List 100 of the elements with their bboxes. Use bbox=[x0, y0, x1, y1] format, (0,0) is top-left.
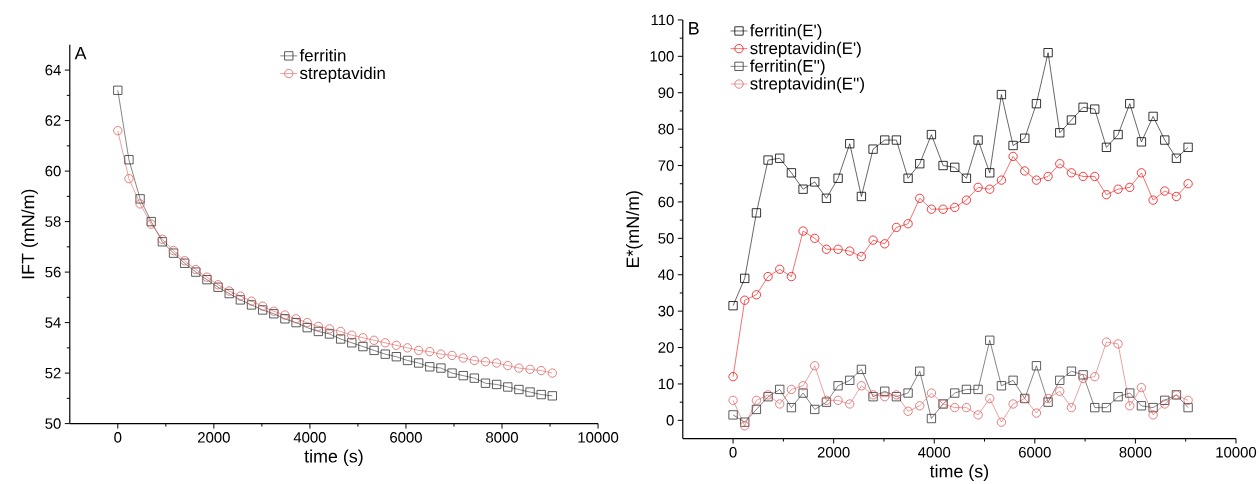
point bbox=[996, 89, 1007, 99]
point bbox=[1171, 191, 1182, 201]
point bbox=[391, 351, 401, 362]
point bbox=[763, 155, 773, 165]
point bbox=[380, 349, 390, 359]
point bbox=[1055, 158, 1065, 169]
point bbox=[246, 300, 257, 310]
y-tick-label: 100 bbox=[650, 50, 674, 62]
point bbox=[798, 226, 808, 236]
point bbox=[336, 334, 346, 344]
point bbox=[124, 173, 134, 184]
point bbox=[369, 335, 379, 345]
x-axis-title: time (s) bbox=[304, 449, 363, 466]
point bbox=[1020, 133, 1030, 143]
point bbox=[821, 193, 831, 203]
point bbox=[786, 168, 796, 178]
point bbox=[1136, 168, 1147, 178]
point bbox=[950, 388, 960, 398]
point bbox=[1101, 337, 1112, 347]
y-tick-label: 90 bbox=[658, 87, 674, 98]
point bbox=[380, 338, 390, 348]
point bbox=[336, 326, 346, 336]
point bbox=[1031, 175, 1042, 185]
point bbox=[347, 330, 357, 340]
point bbox=[880, 135, 890, 145]
x-tick-label: 2000 bbox=[198, 431, 230, 443]
point bbox=[845, 138, 855, 149]
point bbox=[514, 363, 524, 373]
point bbox=[751, 289, 761, 300]
point bbox=[425, 346, 435, 357]
point bbox=[728, 300, 738, 311]
y-tick-label: 40 bbox=[658, 269, 674, 280]
point bbox=[1148, 111, 1158, 121]
x-tick-label: 6000 bbox=[1019, 446, 1051, 458]
point bbox=[961, 384, 972, 394]
point bbox=[135, 194, 145, 204]
point bbox=[1125, 182, 1135, 192]
point bbox=[845, 375, 855, 385]
point bbox=[973, 135, 983, 145]
point bbox=[996, 381, 1007, 391]
point bbox=[891, 135, 902, 145]
point bbox=[833, 244, 843, 254]
point bbox=[414, 345, 424, 355]
point bbox=[728, 395, 738, 405]
point bbox=[1043, 393, 1053, 403]
point bbox=[324, 324, 335, 334]
point bbox=[1148, 195, 1158, 205]
y-tick-label: 62 bbox=[45, 115, 61, 126]
point bbox=[740, 421, 750, 431]
y-tick-label: 56 bbox=[45, 266, 61, 278]
point bbox=[1101, 402, 1112, 413]
legend-label: streptavidin bbox=[300, 66, 385, 83]
point bbox=[740, 273, 750, 283]
point bbox=[775, 399, 785, 409]
point bbox=[1078, 102, 1088, 112]
point bbox=[302, 317, 312, 327]
point bbox=[915, 401, 925, 411]
point bbox=[1125, 98, 1135, 109]
point bbox=[798, 184, 808, 194]
point bbox=[1171, 153, 1182, 163]
point bbox=[280, 310, 290, 320]
point bbox=[514, 384, 524, 394]
point bbox=[798, 388, 808, 398]
point bbox=[798, 381, 808, 391]
point bbox=[358, 332, 368, 343]
point bbox=[996, 175, 1007, 185]
point bbox=[1090, 371, 1100, 382]
point bbox=[1008, 140, 1018, 150]
point bbox=[1113, 184, 1123, 194]
point bbox=[845, 246, 855, 256]
point bbox=[1055, 128, 1065, 138]
point bbox=[1183, 142, 1193, 152]
point bbox=[480, 378, 491, 388]
y-tick-label: 60 bbox=[658, 196, 674, 208]
point bbox=[985, 393, 995, 403]
x-tick-label: 6000 bbox=[390, 431, 422, 443]
point bbox=[961, 195, 972, 205]
point bbox=[810, 360, 820, 371]
point bbox=[469, 355, 479, 365]
point bbox=[1055, 375, 1065, 385]
y-tick-label: 10 bbox=[658, 378, 674, 390]
point bbox=[903, 406, 913, 416]
point bbox=[880, 391, 890, 402]
point bbox=[313, 321, 323, 331]
point bbox=[926, 204, 937, 214]
x-axis-title: time (s) bbox=[929, 464, 989, 481]
point bbox=[1113, 391, 1123, 402]
point bbox=[985, 184, 995, 194]
point bbox=[856, 191, 866, 201]
annotation: A bbox=[74, 46, 87, 60]
point bbox=[903, 173, 913, 183]
point bbox=[1183, 178, 1193, 189]
point bbox=[786, 271, 796, 281]
point bbox=[961, 402, 972, 413]
legend-label: ferritin bbox=[299, 48, 346, 62]
point bbox=[447, 368, 457, 378]
point bbox=[1090, 171, 1100, 181]
point bbox=[845, 399, 855, 409]
point bbox=[1160, 186, 1170, 196]
point bbox=[1160, 399, 1170, 409]
